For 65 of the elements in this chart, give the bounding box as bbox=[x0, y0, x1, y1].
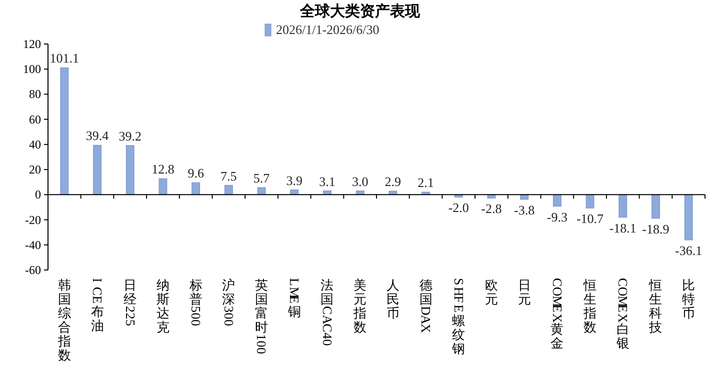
text: 2.1 bbox=[418, 175, 434, 190]
bar bbox=[93, 144, 102, 195]
x-tick-label: 法国CAC40 bbox=[320, 277, 335, 346]
bar bbox=[60, 67, 69, 195]
text: 5.7 bbox=[253, 170, 270, 186]
text: 3.9 bbox=[286, 172, 302, 188]
bar bbox=[586, 194, 594, 208]
y-tick-label: 40 bbox=[29, 137, 41, 152]
text: 101.1 bbox=[50, 50, 80, 66]
y-tick-label: 120 bbox=[23, 37, 41, 51]
x-tick-label: 人民币 bbox=[386, 277, 400, 320]
text: -2.0 bbox=[448, 200, 469, 216]
bar bbox=[684, 194, 693, 240]
text: 12.8 bbox=[152, 162, 174, 177]
x-tick-label: 纳斯达克 bbox=[156, 277, 170, 334]
x-tick-label: 德国DAX bbox=[418, 277, 434, 334]
y-tick-label: 0 bbox=[35, 188, 41, 202]
bar bbox=[652, 194, 660, 219]
text: -10.7 bbox=[576, 211, 604, 226]
x-tick-label: 日元 bbox=[518, 277, 531, 306]
x-tick-label: 标普500 bbox=[188, 277, 204, 326]
y-tick-label: -20 bbox=[25, 212, 41, 227]
text: 2.9 bbox=[384, 174, 402, 190]
chart-title: 全球大类资产表现 bbox=[299, 3, 421, 20]
bar bbox=[552, 194, 562, 207]
legend-label: 2026/1/1-2026/6/30 bbox=[276, 22, 380, 37]
bar bbox=[126, 145, 134, 195]
text: -36.1 bbox=[675, 242, 702, 258]
y-tick-label: -60 bbox=[25, 263, 41, 277]
y-tick-label: -40 bbox=[25, 238, 41, 252]
x-tick-label: 美元指数 bbox=[352, 277, 367, 334]
y-tick-label: 80 bbox=[29, 87, 41, 102]
text: -18.9 bbox=[642, 221, 670, 236]
text: -18.1 bbox=[609, 220, 636, 236]
y-tick-label: 100 bbox=[23, 62, 41, 76]
bar bbox=[520, 194, 529, 200]
bar bbox=[158, 178, 168, 195]
y-tick-label: 60 bbox=[29, 112, 41, 126]
x-tick-label: 恒生科技 bbox=[648, 277, 662, 334]
text: 39.4 bbox=[86, 128, 109, 144]
x-tick-label: 恒生指数 bbox=[582, 277, 597, 334]
text: -2.8 bbox=[481, 201, 502, 216]
x-tick-label: COMEX白银 bbox=[615, 278, 631, 351]
y-tick-label: 20 bbox=[29, 162, 41, 177]
x-tick-label: 欧元 bbox=[484, 277, 498, 306]
text: 3.1 bbox=[319, 174, 336, 189]
bar bbox=[224, 185, 233, 195]
text: -3.8 bbox=[514, 202, 535, 218]
text: 9.6 bbox=[188, 166, 204, 181]
bar bbox=[618, 194, 628, 218]
x-tick-label: SHFE螺纹钢 bbox=[451, 278, 466, 356]
x-tick-label: 英国富时100 bbox=[254, 277, 270, 354]
text: 3.0 bbox=[352, 174, 368, 189]
text: 39.2 bbox=[118, 128, 142, 144]
x-tick-label: 韩国综合指数 bbox=[56, 277, 71, 362]
bar bbox=[192, 182, 200, 195]
x-tick-label: COMEX黄金 bbox=[550, 278, 565, 351]
text: 7.5 bbox=[220, 168, 237, 184]
x-tick-label: 沪深300 bbox=[221, 277, 236, 326]
x-tick-label: ICE布油 bbox=[90, 278, 105, 333]
bar bbox=[257, 187, 266, 195]
text: -9.3 bbox=[546, 209, 568, 224]
x-tick-label: LME铜 bbox=[286, 278, 302, 319]
x-tick-label: 比特币 bbox=[682, 277, 696, 320]
x-tick-label: 日经225 bbox=[122, 277, 138, 326]
